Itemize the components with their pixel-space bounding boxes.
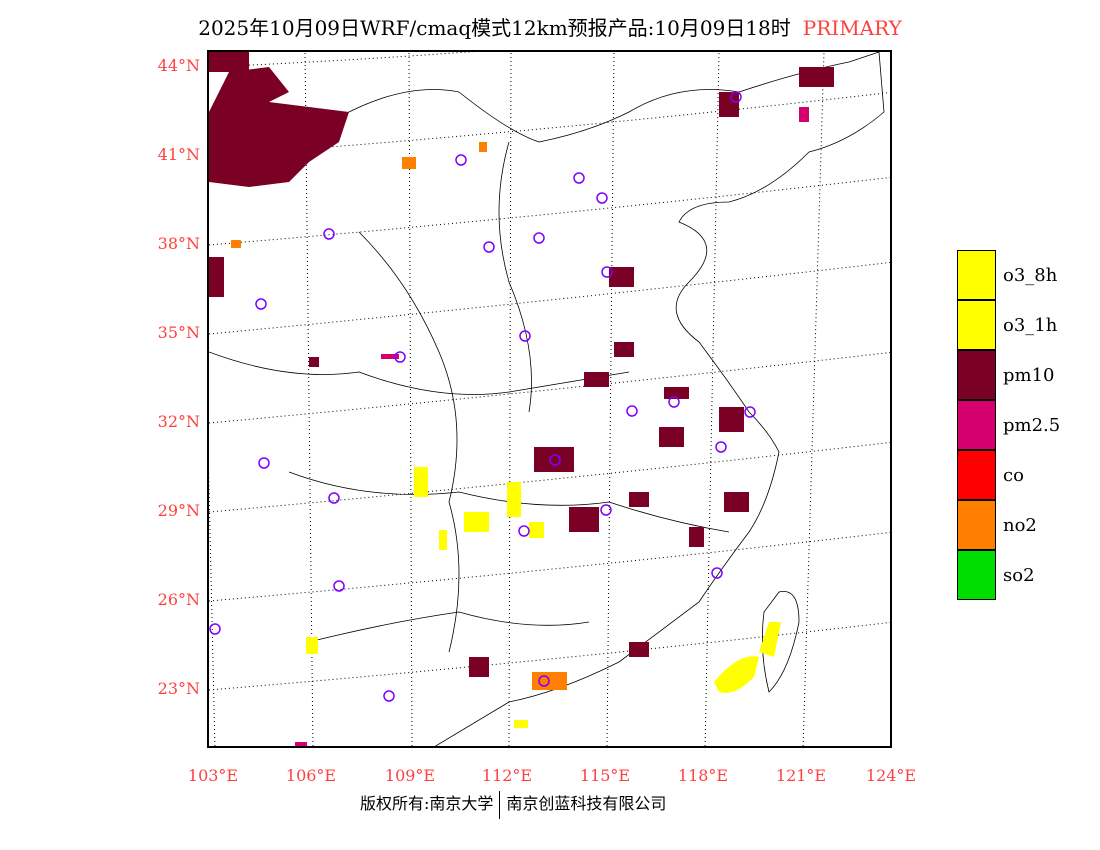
legend-label: co (1003, 464, 1024, 486)
legend-item: pm10 (957, 349, 1060, 400)
divider (499, 790, 501, 819)
lon-label: 109°E (384, 766, 436, 785)
title-tag: PRIMARY (802, 16, 902, 40)
lon-label: 118°E (677, 766, 729, 785)
legend-label: no2 (1003, 514, 1037, 536)
lon-label: 124°E (865, 766, 917, 785)
title-text: 2025年10月09日WRF/cmaq模式12km预报产品:10月09日18时 (198, 16, 791, 40)
map-area (207, 50, 892, 748)
legend-swatch (957, 249, 996, 300)
lon-label: 106°E (285, 766, 337, 785)
lat-label: 38°N (157, 234, 200, 253)
pm25-patches (295, 107, 809, 746)
lat-label: 35°N (157, 323, 200, 342)
station-markers (209, 91, 756, 702)
o3-patches (306, 467, 781, 728)
copyright-right: 南京创蓝科技有限公司 (506, 794, 667, 813)
pm10-patches (209, 52, 834, 677)
copyright: 版权所有:南京大学 南京创蓝科技有限公司 (360, 790, 666, 819)
lat-label: 29°N (157, 501, 200, 520)
legend-swatch (957, 399, 996, 450)
legend-label: pm2.5 (1003, 414, 1061, 436)
copyright-left: 版权所有:南京大学 (360, 794, 494, 813)
legend-label: so2 (1003, 564, 1035, 586)
lat-label: 23°N (157, 679, 200, 698)
lat-label: 44°N (157, 56, 200, 75)
legend-swatch (957, 449, 996, 500)
legend-swatch (957, 299, 996, 350)
legend-swatch (957, 349, 996, 400)
legend-label: pm10 (1003, 364, 1055, 386)
legend-item: o3_8h (957, 249, 1060, 300)
lat-label: 41°N (157, 145, 200, 164)
legend-swatch (957, 549, 996, 600)
map-title: 2025年10月09日WRF/cmaq模式12km预报产品:10月09日18时 P… (0, 12, 1100, 41)
legend: o3_8h o3_1h pm10 pm2.5 co no2 so2 (957, 249, 1061, 600)
lon-label: 103°E (187, 766, 239, 785)
legend-swatch (957, 499, 996, 550)
legend-label: o3_8h (1003, 264, 1058, 286)
lat-label: 32°N (157, 412, 200, 431)
map-canvas (209, 52, 890, 746)
legend-label: o3_1h (1003, 314, 1058, 336)
legend-item: pm2.5 (957, 399, 1061, 450)
legend-item: so2 (957, 549, 1060, 600)
legend-item: co (957, 449, 1060, 500)
lon-label: 121°E (775, 766, 827, 785)
lon-label: 115°E (579, 766, 631, 785)
legend-item: no2 (957, 499, 1060, 550)
boundaries (209, 52, 885, 746)
legend-item: o3_1h (957, 299, 1060, 350)
lat-label: 26°N (157, 590, 200, 609)
lon-label: 112°E (481, 766, 533, 785)
